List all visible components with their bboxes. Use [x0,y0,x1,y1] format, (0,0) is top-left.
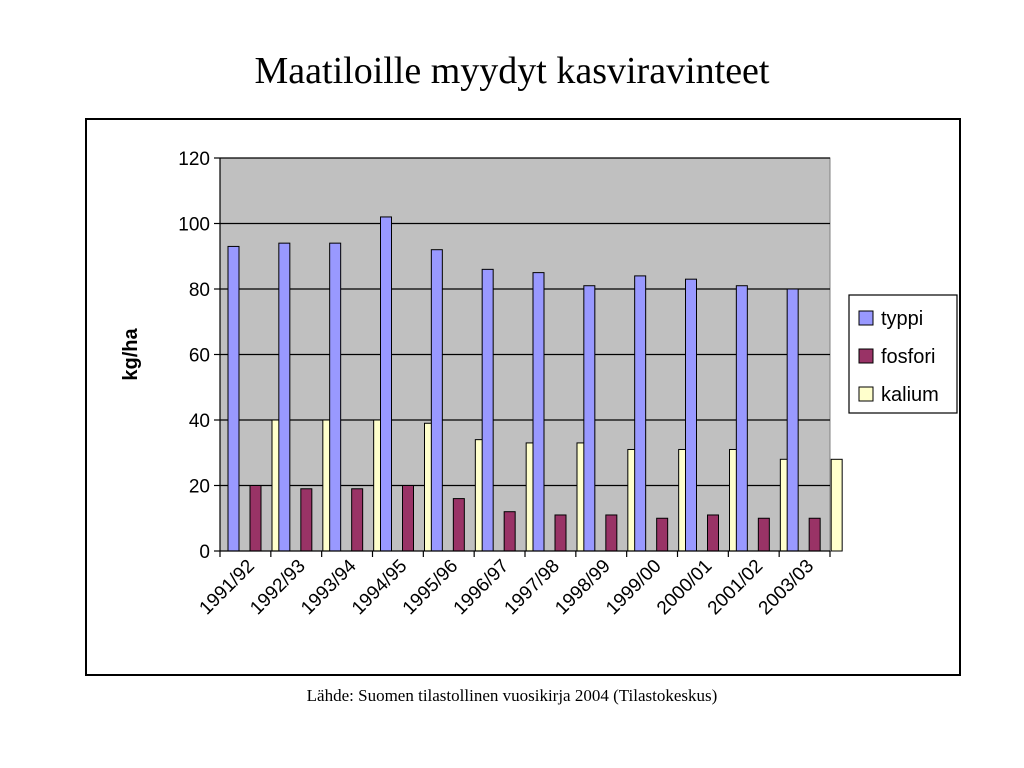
bar-chart: 0 20 40 60 80 100 120 1991/921992/931993/941994… [120,149,958,619]
bar-typpi-1998-99 [583,285,596,552]
x-tick-label: 1996/97 [450,556,513,619]
legend-label-kalium: kalium [881,384,939,406]
x-tick-label: 2000/01 [653,556,716,619]
bar-fosfori-1993-94 [351,488,364,552]
bar-typpi-1997-98 [532,272,545,552]
y-tick-label: 80 [189,280,210,301]
bar-kalium-2003-03 [830,458,843,552]
x-tick-label: 1991/92 [196,556,259,619]
x-tick-label: 2003/03 [755,556,818,619]
y-tick-label: 100 [178,215,210,236]
bar-typpi-2000-01 [685,278,697,552]
bar-fosfori-1995-96 [452,498,465,552]
legend-swatch-kalium [858,386,874,402]
x-tick-label: 1998/99 [551,556,614,619]
bar-fosfori-1996-97 [503,511,516,552]
x-tick-label: 1992/93 [246,556,309,619]
bar-typpi-1999-00 [634,275,647,552]
bar-fosfori-1994-95 [402,485,414,552]
bar-fosfori-1992-93 [300,488,313,552]
bar-typpi-2003-03 [786,288,799,552]
y-tick-label: 120 [178,149,210,170]
bar-fosfori-1991-92 [249,485,262,552]
bar-fosfori-2001-02 [757,517,770,552]
x-tick-label: 1994/95 [348,556,411,619]
legend-label-typpi: typpi [881,308,923,330]
legend-label-fosfori: fosfori [881,346,935,368]
bar-typpi-1996-97 [481,268,494,552]
bar-fosfori-2000-01 [707,514,719,552]
bar-typpi-1993-94 [329,242,342,552]
bar-typpi-2001-02 [735,285,748,552]
bar-typpi-1992-93 [278,242,291,552]
x-tick-label: 1997/98 [501,556,564,619]
bar-typpi-1995-96 [430,249,443,552]
x-tick-label: 1995/96 [399,556,462,619]
x-tick-label: 2001/02 [704,556,767,619]
bar-fosfori-1999-00 [656,517,669,552]
y-tick-label: 0 [199,542,210,563]
bar-fosfori-2003-03 [808,517,821,552]
chart-frame: 0 20 40 60 80 100 120 1991/92 1992/93 1993/94 1994… [85,118,961,676]
y-tick-label: 60 [189,346,210,367]
x-tick-label: 1999/00 [602,556,665,619]
legend-swatch-typpi [858,310,874,326]
bar-typpi-1991-92 [227,245,240,552]
bar-fosfori-1997-98 [554,514,567,552]
y-tick-label: 20 [189,477,210,498]
y-axis-title: kg/ha [120,328,142,381]
x-tick-label: 1993/94 [297,555,361,619]
bar-typpi-1994-95 [380,216,392,552]
y-tick-label: 40 [189,411,210,432]
slide-title: Maatiloille myydyt kasviravinteet [254,50,770,92]
bar-fosfori-1998-99 [605,514,618,552]
source-note: Lähde: Suomen tilastollinen vuosikirja 2… [306,686,718,705]
legend-swatch-fosfori [858,348,874,364]
